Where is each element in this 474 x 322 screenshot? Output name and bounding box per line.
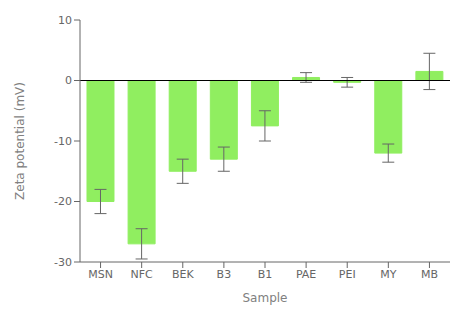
svg-text:Sample: Sample xyxy=(243,291,288,305)
svg-text:B1: B1 xyxy=(258,268,273,281)
svg-text:Zeta potential (mV): Zeta potential (mV) xyxy=(13,82,27,200)
svg-text:PEI: PEI xyxy=(339,268,356,281)
svg-text:-10: -10 xyxy=(54,135,72,148)
svg-text:PAE: PAE xyxy=(296,268,316,281)
svg-text:MY: MY xyxy=(380,268,396,281)
svg-text:-20: -20 xyxy=(54,195,72,208)
svg-text:-30: -30 xyxy=(54,256,72,269)
svg-text:0: 0 xyxy=(65,74,72,87)
svg-text:NFC: NFC xyxy=(131,268,154,281)
svg-text:MSN: MSN xyxy=(88,268,113,281)
svg-text:BEK: BEK xyxy=(172,268,194,281)
svg-text:B3: B3 xyxy=(217,268,232,281)
svg-text:10: 10 xyxy=(58,14,72,27)
svg-text:MB: MB xyxy=(421,268,438,281)
